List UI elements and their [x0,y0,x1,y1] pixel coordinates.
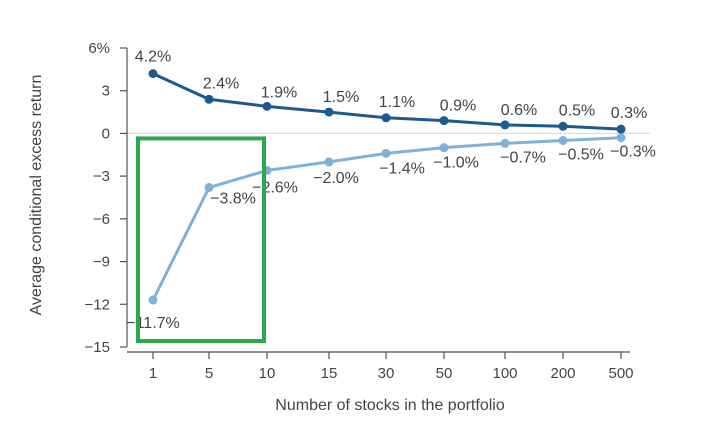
series-layer [148,69,626,305]
axis-layer: 6%30−3−6−9−12−151 5 10 15 30 50 100 200 500 [85,40,634,382]
data-point [500,120,510,130]
highlight-box [136,136,266,343]
x-tick-label: 5 [205,365,213,382]
data-label: −1.4% [379,160,425,177]
x-axis-title: Number of stocks in the portfolio [275,397,505,414]
y-tick-label: −15 [85,339,110,356]
y-tick-label: 3 [102,83,110,100]
data-label: 4.2% [135,49,171,66]
data-point [324,157,334,167]
data-label-layer: 4.2% 2.4% 1.9% 1.5% 1.1% 0.9% 0.6% 0.5% 0.3% −11.… [126,49,656,332]
data-point [148,69,158,79]
data-point [616,133,626,143]
y-tick-label: −6 [93,211,110,228]
data-label: −0.7% [500,149,546,166]
data-point [148,295,158,305]
x-tick-label: 1 [149,365,157,382]
x-tick-label: 30 [378,365,395,382]
data-label: −11.7% [126,315,180,332]
data-point [558,121,568,131]
data-point [324,107,334,117]
data-label: 1.1% [379,94,415,111]
data-point [439,116,449,126]
data-point [204,94,214,104]
data-point [616,124,626,134]
data-label: 0.5% [559,102,595,119]
data-point [439,143,449,153]
data-label: −1.0% [433,155,479,172]
data-label: 1.5% [323,89,359,106]
y-axis-title: Average conditional excess return [28,75,45,316]
x-tick-label: 10 [259,365,276,382]
data-label: 0.9% [440,98,476,115]
y-tick-label: −3 [93,168,110,185]
data-point [204,183,214,193]
y-tick-label: 0 [102,125,110,142]
y-tick-label: −12 [85,296,110,313]
data-label: 0.3% [611,105,647,122]
x-tick-label: 500 [608,365,633,382]
y-tick-label: −9 [93,254,110,271]
data-label: 2.4% [203,75,239,92]
data-label: −2.0% [313,170,359,187]
data-label: −0.5% [558,147,604,164]
data-point [381,148,391,158]
data-point [558,136,568,146]
x-tick-label: 200 [550,365,575,382]
data-label: −2.6% [252,179,298,196]
data-point [262,101,272,111]
x-tick-label: 15 [321,365,338,382]
data-label: 0.6% [501,102,537,119]
x-tick-label: 50 [436,365,453,382]
y-tick-label: 6% [88,40,110,57]
data-label: −0.3% [610,144,656,161]
data-point [500,138,510,148]
x-tick-label: 100 [492,365,517,382]
highlight-layer [136,136,266,343]
data-label: −3.8% [210,191,256,208]
data-label: 1.9% [261,84,297,101]
data-point [381,113,391,123]
